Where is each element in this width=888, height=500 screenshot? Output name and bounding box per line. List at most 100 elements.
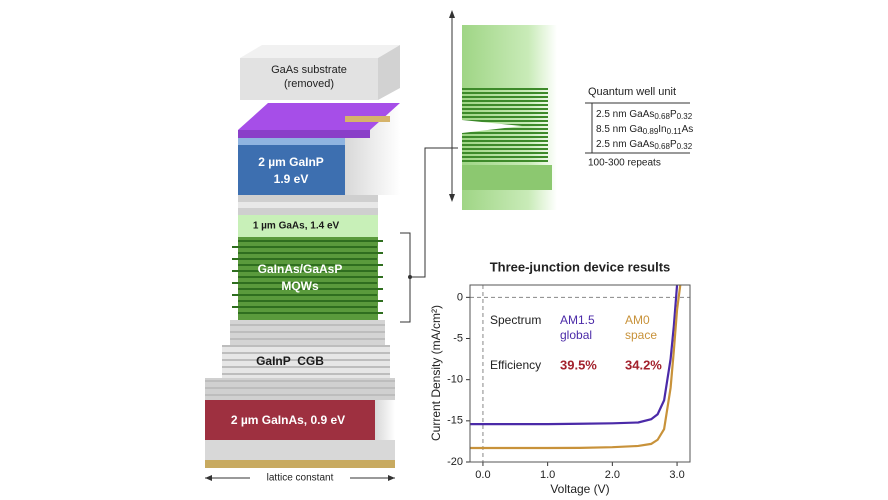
stripe [238,276,383,278]
stripe [222,352,390,354]
x-tick-label: 1.0 [540,469,555,481]
t: 2.5 nm GaAs [596,139,654,150]
substrate-side [378,45,400,100]
series-line [470,285,682,450]
top-cell-label: 2 µm GaInP [258,155,324,169]
stripe [232,294,377,296]
stripe [238,264,383,266]
arrow-head [449,194,455,202]
middle-cell [238,215,378,237]
substrate-label: (removed) [284,78,334,90]
plot-frame [469,284,691,463]
y-tick-label: -15 [447,415,463,427]
side-face [375,400,395,440]
contact-gold [345,116,390,122]
stripe [205,387,395,389]
legend-label: AM1.5 [560,313,595,327]
x-tick-label: 3.0 [669,469,684,481]
stripe [232,270,377,272]
tunnel [238,202,378,208]
sub: 0.68 [654,142,670,151]
arrow-head [388,475,395,481]
back-contact [205,460,395,468]
mqw-label: MQWs [281,279,319,293]
mqw-label: GaInAs/GaAsP [258,262,343,276]
stripe [238,240,383,242]
y-tick-label: 0 [457,291,463,303]
legend-label: AM0 [625,313,650,327]
stripe [462,160,548,162]
arrow-head [205,475,212,481]
stripe [462,128,548,130]
stripe [222,366,390,368]
buffer [205,440,395,460]
qw-stripes [462,88,552,190]
stripe [222,373,390,375]
stripe [238,252,383,254]
row-label: Efficiency [490,358,541,372]
stripe [462,100,548,102]
stripe [232,246,377,248]
contact [238,130,370,138]
t: P [670,139,677,150]
bottom-cell-label: 2 µm GaInAs, 0.9 eV [231,413,345,427]
substrate [240,58,378,100]
arrow-head [449,10,455,18]
stripe [462,116,548,118]
middle-cell-label: 1 µm GaAs, 1.4 eV [253,221,340,232]
legend-label: space [625,328,657,342]
wedge [462,120,522,133]
stripe [232,258,377,260]
t: 8.5 nm Ga [596,124,643,135]
stripe [462,140,548,142]
stripe [462,108,548,110]
substrate-top [240,45,400,58]
sub: 0.11 [667,127,683,136]
qw-layer: 8.5 nm Ga0.89In0.11As [596,124,693,136]
stripe [222,359,390,361]
stripe [462,96,548,98]
stripe [205,394,395,396]
x-tick-label: 2.0 [605,469,620,481]
legend-label: global [560,328,592,342]
y-tick-label: -20 [447,456,463,468]
mqw-stripes [232,240,383,314]
stripe [462,144,548,146]
t: In [658,124,666,135]
layer-stack [205,45,400,485]
sub: 0.32 [677,142,693,151]
y-tick-label: -10 [447,374,463,386]
chart-title: Three-junction device results [490,259,671,274]
sub: 0.32 [677,112,693,121]
qw-layer: 2.5 nm GaAs0.68P0.32 [596,109,693,121]
stripe [232,282,377,284]
lattice-label: lattice constant [267,473,334,484]
stripe [230,338,385,340]
x-axis-label: Voltage (V) [550,482,609,496]
label-bg [250,471,350,485]
cgb-stripes [205,324,395,396]
stripe [232,306,377,308]
stripe [462,148,548,150]
row-label: Spectrum [490,313,541,327]
t: P [670,109,677,120]
efficiency: 39.5% [560,357,597,372]
zoom [400,10,690,323]
x-tick-label: 0.0 [475,469,490,481]
solid-band [462,165,552,190]
efficiency: 34.2% [625,357,662,372]
repeats: 100-300 repeats [588,158,661,169]
stripe [238,300,383,302]
stripe [230,331,385,333]
stripe [238,312,383,314]
sub: 0.68 [654,112,670,121]
stripe [462,152,548,154]
t: As [682,124,694,135]
contact-top [238,103,400,130]
stripe [462,112,548,114]
stripe [462,136,548,138]
stripe [462,156,548,158]
t: 2.5 nm GaAs [596,109,654,120]
